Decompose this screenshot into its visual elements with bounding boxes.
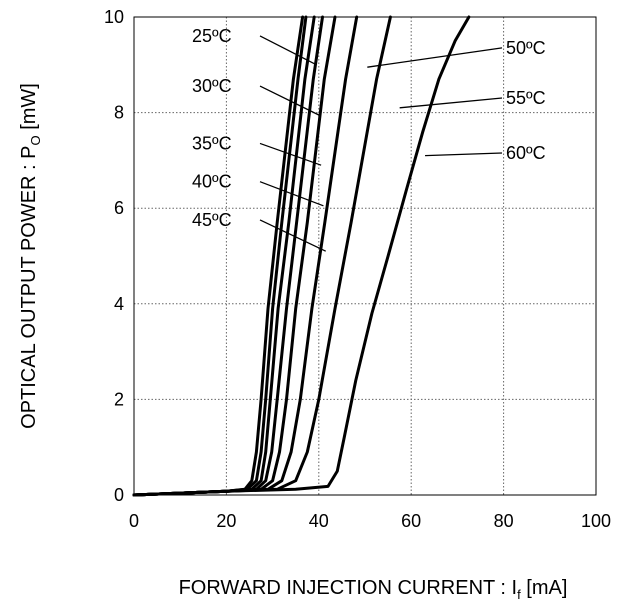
y-tick-label: 6 xyxy=(114,198,124,218)
x-tick-label: 40 xyxy=(309,511,329,531)
series-label: 50ºC xyxy=(506,38,546,58)
y-tick-label: 4 xyxy=(114,294,124,314)
label-pointer xyxy=(259,219,327,252)
series-lines xyxy=(132,15,471,497)
label-pointer xyxy=(367,47,503,68)
x-tick-label: 60 xyxy=(401,511,421,531)
temperature-labels: 25ºC 30ºC 35ºC 40ºC 45ºC 50ºC 55ºC 60ºC xyxy=(192,26,546,252)
label-pointer xyxy=(425,152,503,157)
x-tick-label: 100 xyxy=(581,511,611,531)
label-pointer xyxy=(259,85,320,116)
tick-labels: 0 20 40 60 80 100 0 2 4 6 8 10 xyxy=(104,7,611,531)
label-pointer xyxy=(399,97,503,109)
label-pointer xyxy=(259,181,324,207)
x-axis-title: FORWARD INJECTION CURRENT : If [mA] xyxy=(179,577,568,602)
y-axis-title: OPTICAL OUTPUT POWER : PO [mW] xyxy=(18,83,43,429)
series-label: 60ºC xyxy=(506,143,546,163)
y-tick-label: 2 xyxy=(114,389,124,409)
series-label: 30ºC xyxy=(192,76,232,96)
x-tick-label: 20 xyxy=(216,511,236,531)
y-tick-label: 8 xyxy=(114,103,124,123)
series-label: 35ºC xyxy=(192,133,232,153)
series-line-7 xyxy=(132,15,471,497)
plot-area xyxy=(134,17,596,495)
x-tick-label: 0 xyxy=(129,511,139,531)
plot-frame xyxy=(133,16,597,496)
label-pointer xyxy=(259,142,322,166)
series-label: 45ºC xyxy=(192,210,232,230)
series-label: 40ºC xyxy=(192,172,232,192)
y-tick-label: 0 xyxy=(114,485,124,505)
x-tick-label: 80 xyxy=(494,511,514,531)
series-label: 25ºC xyxy=(192,26,232,46)
label-pointer xyxy=(259,35,317,66)
y-tick-label: 10 xyxy=(104,7,124,27)
series-label: 55ºC xyxy=(506,88,546,108)
